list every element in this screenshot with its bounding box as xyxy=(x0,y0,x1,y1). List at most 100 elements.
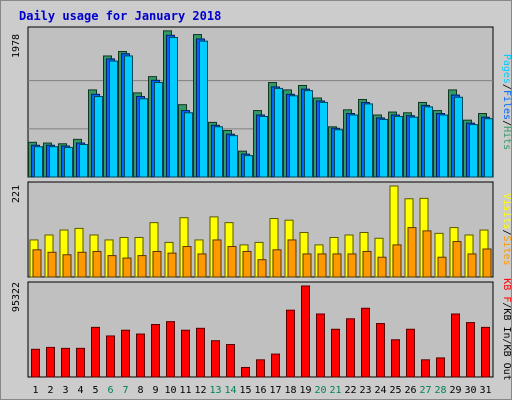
bar-rect xyxy=(62,254,72,278)
bar-sites-day-26 xyxy=(407,227,417,278)
x-tick-label: 17 xyxy=(269,385,281,396)
bar-kb-f-day-10 xyxy=(166,321,175,378)
x-tick-label: 6 xyxy=(107,385,113,396)
bar-rect xyxy=(32,249,42,278)
bar-pages-day-23 xyxy=(364,103,373,178)
bar-rect xyxy=(484,118,493,178)
bar-sites-day-25 xyxy=(392,244,402,278)
bar-rect xyxy=(184,112,193,178)
bar-rect xyxy=(454,96,463,178)
bar-rect xyxy=(439,114,448,178)
bar-rect xyxy=(346,318,355,378)
x-tick-label: 16 xyxy=(254,385,266,396)
legend-separator: / xyxy=(501,302,512,308)
bar-kb-f-day-7 xyxy=(121,329,130,378)
x-tick-label: 30 xyxy=(464,385,476,396)
bar-kb-f-day-24 xyxy=(376,323,385,378)
bar-kb-f-day-3 xyxy=(61,347,70,378)
bar-rect xyxy=(91,326,100,378)
bar-rect xyxy=(424,106,433,178)
bar-pages-day-24 xyxy=(379,118,388,178)
legend-separator: / xyxy=(501,229,512,235)
x-tick-label: 13 xyxy=(209,385,221,396)
bar-rect xyxy=(64,146,73,178)
x-tick-label: 25 xyxy=(389,385,401,396)
x-axis-ticks: 1 2 3 4 5 6 7 8 9 10 11 12 13 14 15 16 17 18 19 20 21 22 23 24 2… xyxy=(32,385,491,396)
bar-rect xyxy=(467,253,477,278)
bar-pages-day-26 xyxy=(409,116,418,178)
bar-sites-day-17 xyxy=(272,249,282,278)
bar-rect xyxy=(409,116,418,178)
bar-rect xyxy=(379,118,388,178)
bar-sites-day-18 xyxy=(287,239,297,278)
bar-pages-day-14 xyxy=(229,135,238,178)
bar-sites-day-31 xyxy=(482,248,492,278)
panel-2-legend: Visits/Sites xyxy=(501,193,512,265)
legend-separator: / xyxy=(501,339,512,345)
x-tick-label: 18 xyxy=(284,385,296,396)
bar-sites-day-6 xyxy=(107,255,117,278)
bar-rect xyxy=(304,90,313,178)
bar-rect xyxy=(154,82,163,178)
bar-sites-day-9 xyxy=(152,250,162,278)
bar-rect xyxy=(79,144,88,178)
bar-sites-day-12 xyxy=(197,253,207,278)
legend-item: Files xyxy=(501,90,512,120)
legend-item: Visits xyxy=(501,193,512,229)
bar-sites-day-19 xyxy=(302,253,312,278)
bar-pages-day-10 xyxy=(169,36,178,178)
panel-3-max-label: 95322 xyxy=(11,282,22,312)
bar-sites-day-13 xyxy=(212,239,222,278)
bar-rect xyxy=(136,333,145,378)
bar-rect xyxy=(377,256,387,278)
bar-rect xyxy=(182,246,192,278)
x-tick-label: 21 xyxy=(329,385,341,396)
bar-kb-f-day-12 xyxy=(196,327,205,378)
bar-rect xyxy=(121,329,130,378)
x-tick-label: 2 xyxy=(47,385,53,396)
bar-sites-day-29 xyxy=(452,241,462,278)
x-tick-label: 3 xyxy=(62,385,68,396)
bar-rect xyxy=(436,357,445,378)
bar-kb-f-day-5 xyxy=(91,326,100,378)
bar-sites-day-15 xyxy=(242,250,252,278)
bar-sites-day-7 xyxy=(122,257,132,278)
bar-rect xyxy=(466,322,475,378)
x-tick-label: 12 xyxy=(194,385,206,396)
bar-sites-day-27 xyxy=(422,230,432,278)
bar-rect xyxy=(257,259,267,278)
x-tick-label: 9 xyxy=(152,385,158,396)
panel-2 xyxy=(27,181,494,278)
bar-sites-day-5 xyxy=(92,250,102,278)
bar-sites-day-10 xyxy=(167,252,177,278)
bar-pages-day-15 xyxy=(244,155,253,178)
bar-sites-day-8 xyxy=(137,255,147,278)
bar-rect xyxy=(151,323,160,378)
bar-rect xyxy=(394,115,403,178)
legend-item: Hits xyxy=(501,126,512,150)
bar-kb-f-day-20 xyxy=(316,313,325,378)
bar-pages-day-7 xyxy=(124,55,133,178)
bar-rect xyxy=(286,309,295,378)
x-tick-label: 28 xyxy=(434,385,446,396)
bar-rect xyxy=(271,353,280,378)
bar-rect xyxy=(481,326,490,378)
bar-rect xyxy=(106,335,115,378)
legend-item: KB F xyxy=(501,278,512,302)
bar-sites-day-20 xyxy=(317,253,327,278)
bar-sites-day-22 xyxy=(347,253,357,278)
bar-rect xyxy=(139,98,148,178)
bar-rect xyxy=(214,126,223,178)
bar-pages-day-3 xyxy=(64,146,73,178)
x-tick-label: 8 xyxy=(137,385,143,396)
bar-rect xyxy=(364,103,373,178)
bar-rect xyxy=(229,135,238,178)
bar-kb-f-day-2 xyxy=(46,346,55,378)
bar-rect xyxy=(287,239,297,278)
bar-pages-day-29 xyxy=(454,96,463,178)
bar-pages-day-6 xyxy=(109,60,118,178)
bar-kb-f-day-27 xyxy=(421,359,430,378)
bar-pages-day-25 xyxy=(394,115,403,178)
